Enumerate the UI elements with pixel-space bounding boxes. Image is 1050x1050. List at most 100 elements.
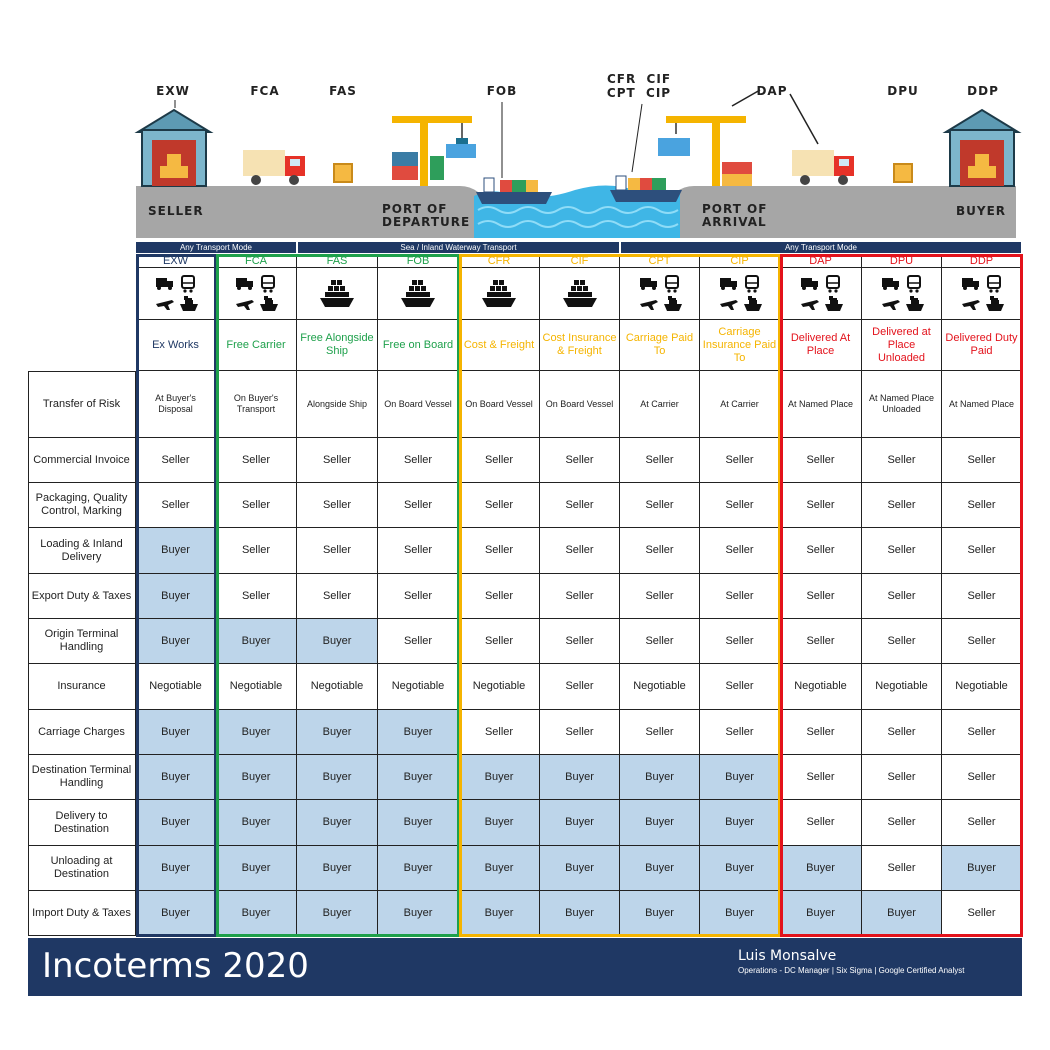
table-cell: Seller	[620, 710, 700, 755]
table-cell: Buyer	[700, 755, 780, 800]
table-cell: Buyer	[620, 755, 700, 800]
row-label: Unloading at Destination	[28, 846, 136, 891]
table-cell: Seller	[378, 483, 459, 528]
table-cell: Seller	[942, 619, 1022, 664]
table-cell: Seller	[700, 574, 780, 619]
term-name: Ex Works	[136, 320, 216, 371]
table-cell: Buyer	[136, 619, 216, 664]
table-cell: Buyer	[136, 846, 216, 891]
top-label-cfr-cif: CFR CIF	[606, 72, 672, 86]
term-name: Carriage Paid To	[620, 320, 700, 371]
table-cell: Buyer	[540, 891, 620, 936]
row-label: Loading & Inland Delivery	[28, 528, 136, 574]
table-cell: Alongside Ship	[297, 371, 378, 438]
top-label-fas: FAS	[329, 84, 357, 98]
table-cell: Seller	[862, 755, 942, 800]
top-label-cpt-cip: CPT CIP	[606, 86, 672, 100]
table-cell: Seller	[540, 619, 620, 664]
port-arrival-label-line2: ARRIVAL	[702, 215, 767, 229]
term-code: FAS	[297, 254, 378, 268]
top-label-dap: DAP	[756, 84, 788, 98]
table-cell: Seller	[942, 574, 1022, 619]
table-cell: Buyer	[216, 619, 297, 664]
table-cell: Buyer	[780, 891, 862, 936]
cargo-ship-icon	[476, 177, 552, 204]
table-cell: Seller	[297, 438, 378, 483]
top-label-fob: FOB	[486, 84, 518, 98]
table-cell: Seller	[862, 619, 942, 664]
truck-icon	[792, 150, 854, 185]
row-label: Import Duty & Taxes	[28, 891, 136, 936]
term-code: CPT	[620, 254, 700, 268]
buyer-warehouse-icon	[942, 108, 1022, 187]
table-cell: Seller	[700, 664, 780, 710]
table-cell: Seller	[862, 528, 942, 574]
transport-icons	[700, 268, 780, 320]
table-cell: Seller	[620, 574, 700, 619]
table-cell: Buyer	[297, 619, 378, 664]
transport-icons	[216, 268, 297, 320]
table-cell: Buyer	[540, 846, 620, 891]
port-arrival-label-line1: PORT OF	[702, 202, 768, 216]
table-cell: Seller	[540, 664, 620, 710]
table-cell: Buyer	[459, 755, 540, 800]
table-cell: Buyer	[700, 891, 780, 936]
logistics-illustration	[0, 60, 1050, 240]
table-cell: Buyer	[216, 755, 297, 800]
table-cell: Seller	[216, 528, 297, 574]
table-cell: Buyer	[216, 846, 297, 891]
table-cell: Seller	[700, 483, 780, 528]
table-cell: On Board Vessel	[378, 371, 459, 438]
table-cell: At Named Place Unloaded	[862, 371, 942, 438]
term-name: Free Alongside Ship	[297, 320, 378, 371]
table-cell: Negotiable	[136, 664, 216, 710]
table-cell: Negotiable	[297, 664, 378, 710]
crate-icon	[893, 163, 913, 183]
table-left-border	[28, 371, 29, 936]
table-cell: Seller	[540, 710, 620, 755]
transport-icons	[780, 268, 862, 320]
seller-label: SELLER	[148, 204, 204, 218]
table-cell: Seller	[216, 574, 297, 619]
table-cell: Seller	[620, 483, 700, 528]
table-cell: Seller	[459, 483, 540, 528]
table-cell: Seller	[780, 574, 862, 619]
table-cell: Seller	[459, 710, 540, 755]
table-cell: Seller	[780, 755, 862, 800]
table-cell: Seller	[459, 574, 540, 619]
transport-icons	[136, 268, 216, 320]
table-cell: Buyer	[297, 800, 378, 846]
table-cell: Buyer	[700, 800, 780, 846]
term-code: DDP	[942, 254, 1022, 268]
table-cell: Buyer	[136, 891, 216, 936]
table-cell: Seller	[459, 619, 540, 664]
term-name: Cost Insurance & Freight	[540, 320, 620, 371]
term-code: CIF	[540, 254, 620, 268]
table-cell: Seller	[942, 710, 1022, 755]
row-label: Carriage Charges	[28, 710, 136, 755]
table-cell: On Board Vessel	[459, 371, 540, 438]
table-cell: Seller	[862, 574, 942, 619]
table-cell: Seller	[942, 528, 1022, 574]
term-code: CFR	[459, 254, 540, 268]
table-top-border	[28, 371, 136, 372]
table-cell: Seller	[942, 891, 1022, 936]
table-cell: Seller	[378, 438, 459, 483]
term-code: DAP	[780, 254, 862, 268]
table-cell: Seller	[780, 483, 862, 528]
table-cell: Buyer	[136, 755, 216, 800]
truck-icon	[243, 150, 305, 185]
table-cell: Seller	[378, 574, 459, 619]
table-cell: Seller	[216, 438, 297, 483]
row-label: Transfer of Risk	[28, 371, 136, 438]
table-cell: Buyer	[700, 846, 780, 891]
table-cell: At Carrier	[620, 371, 700, 438]
table-cell: Negotiable	[942, 664, 1022, 710]
term-name: Carriage Insurance Paid To	[700, 320, 780, 371]
table-cell: Seller	[136, 438, 216, 483]
footer-banner: Incoterms 2020 Luis Monsalve Operations …	[28, 938, 1022, 996]
table-cell: Seller	[378, 619, 459, 664]
table-cell: Buyer	[136, 528, 216, 574]
table-cell: Buyer	[540, 800, 620, 846]
table-cell: Buyer	[136, 800, 216, 846]
